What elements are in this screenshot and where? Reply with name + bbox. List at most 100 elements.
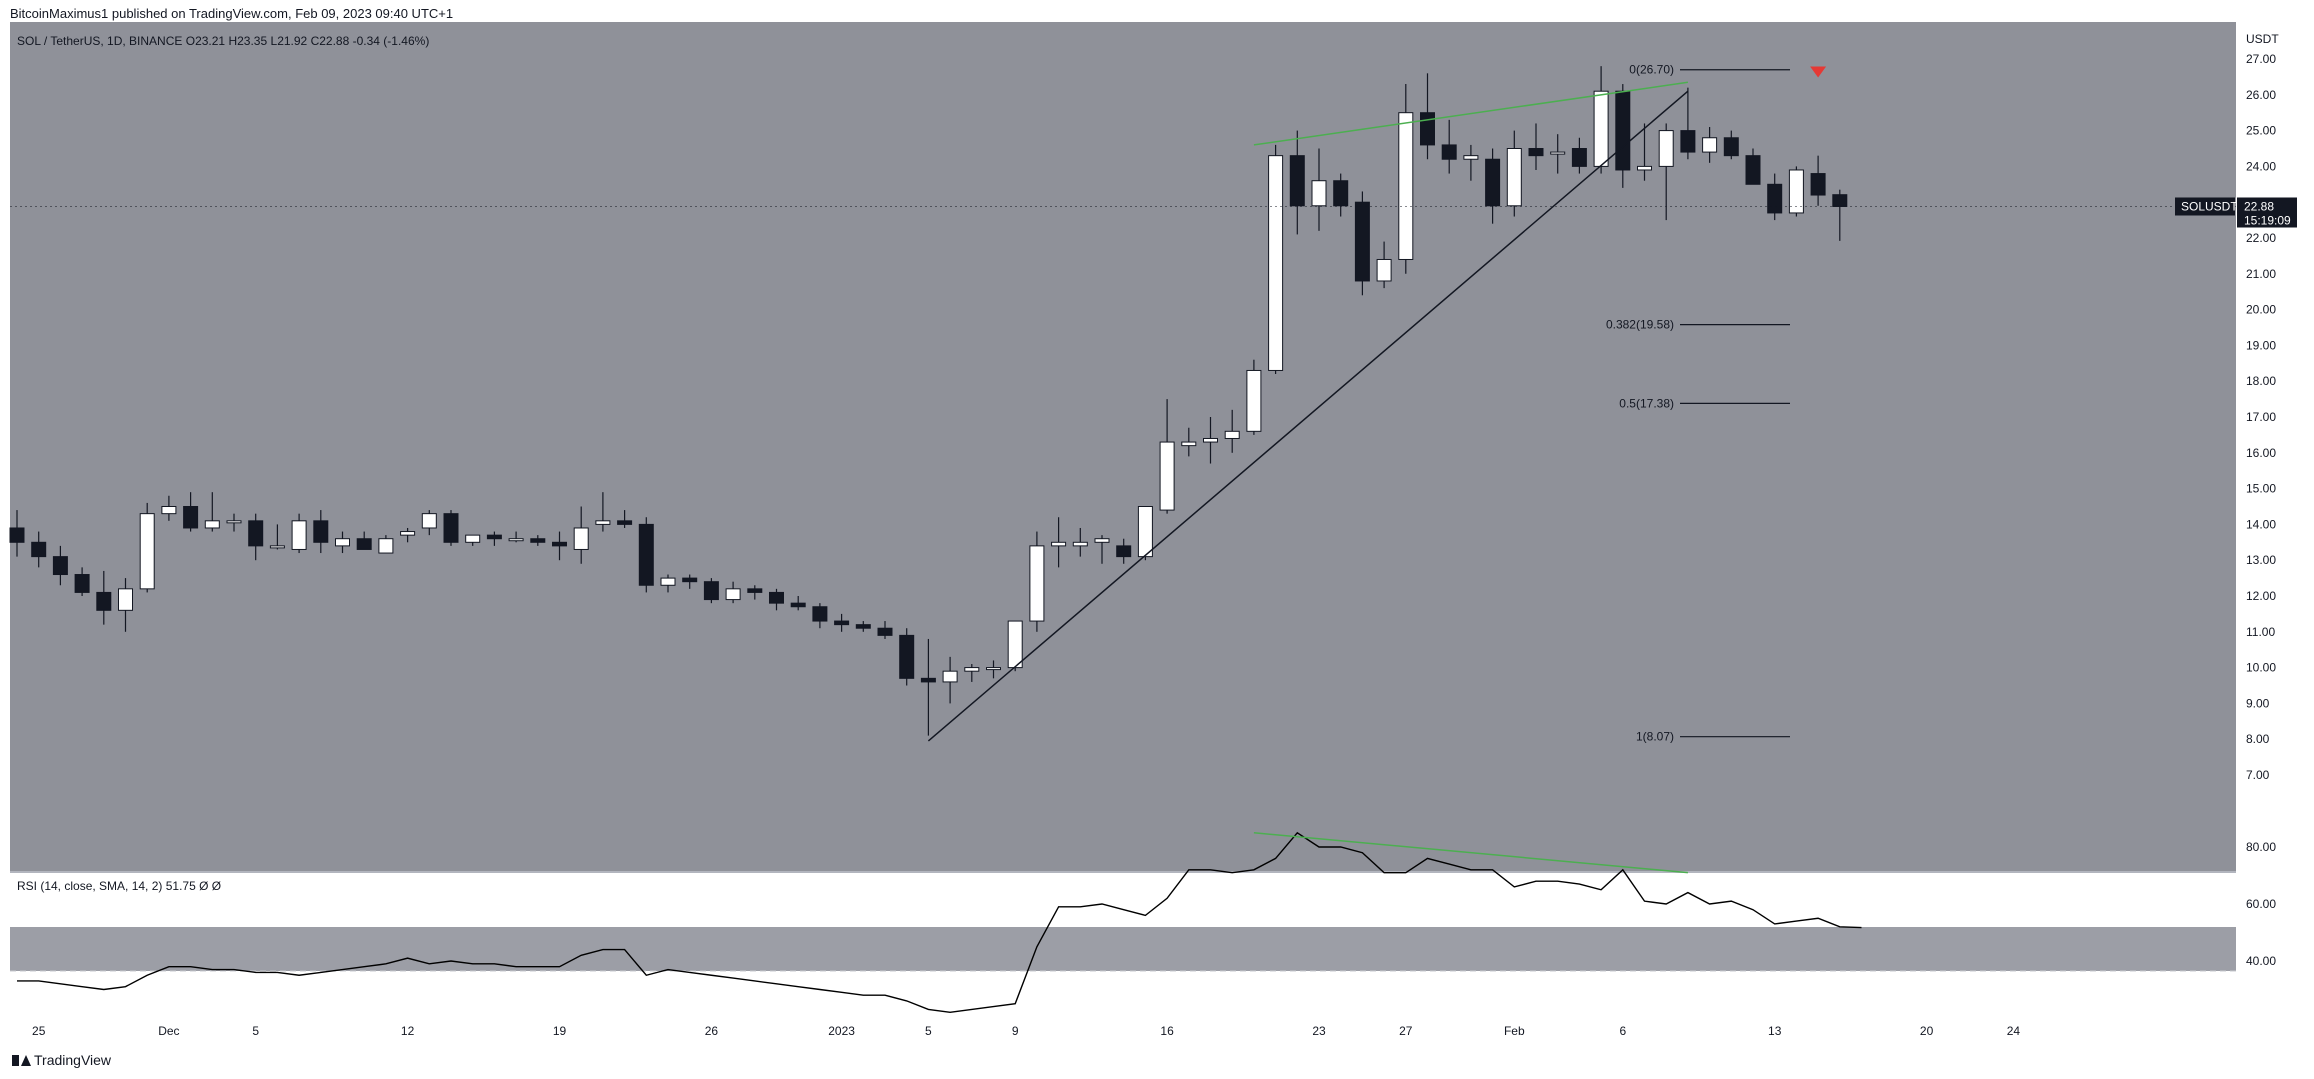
candle-body: [1072, 541, 1088, 547]
price-tick-label: 14.00: [2246, 517, 2276, 531]
price-tick-label: 16.00: [2246, 446, 2276, 460]
tradingview-logo-icon: [12, 1054, 31, 1066]
candle-body: [1333, 180, 1349, 207]
price-divergence-line[interactable]: [1253, 81, 1689, 146]
time-tick-label: 26: [705, 1024, 719, 1038]
time-tick-label: 5: [925, 1024, 932, 1038]
candle-body: [226, 520, 242, 524]
candle-body: [248, 520, 264, 547]
sell-marker-icon: [1810, 66, 1827, 78]
candle-body: [1810, 173, 1826, 196]
fib-level-label: 0.5(17.38): [1619, 396, 1674, 410]
price-axis-bg[interactable]: [2236, 22, 2314, 873]
time-tick-label: 6: [1619, 1024, 1626, 1038]
candle-body: [1203, 437, 1218, 443]
candle-body: [1094, 538, 1110, 543]
candle-body: [1007, 620, 1023, 669]
price-tick-label: 24.00: [2246, 159, 2276, 173]
time-tick-label: 12: [401, 1024, 415, 1038]
candle-body: [1528, 148, 1544, 157]
fib-level-label: 1(8.07): [1636, 730, 1674, 744]
candle-body: [1441, 144, 1457, 160]
candle-body: [573, 527, 589, 550]
candle-body: [183, 506, 199, 529]
last-price-label: 22.88: [2244, 199, 2274, 213]
candle-body: [378, 538, 394, 554]
candle-body: [812, 606, 828, 622]
candle-body: [1051, 541, 1067, 547]
rsi-tick-label: 40.00: [2246, 954, 2276, 968]
candle-body: [617, 520, 633, 525]
price-tick-label: 26.00: [2246, 88, 2276, 102]
candle-body: [1637, 165, 1652, 171]
candle-body: [703, 581, 719, 601]
time-tick-label: 25: [32, 1024, 46, 1038]
price-tick-label: 7.00: [2246, 768, 2270, 782]
price-tick-label: 12.00: [2246, 589, 2276, 603]
candle-body: [1506, 148, 1522, 207]
candle-body: [1398, 112, 1414, 260]
time-tick-label: Dec: [158, 1024, 179, 1038]
price-tick-label: 25.00: [2246, 124, 2276, 138]
chart-pane-bg: [10, 22, 2236, 873]
candle-body: [834, 620, 850, 626]
time-tick-label: 23: [1312, 1024, 1326, 1038]
candle-body: [443, 513, 459, 543]
candle-body: [465, 534, 481, 543]
candle-body: [1745, 155, 1761, 185]
candle-body: [769, 591, 784, 604]
candle-body: [1224, 430, 1240, 439]
rsi-tick-label: 60.00: [2246, 897, 2276, 911]
footer-brand: TradingView: [12, 1052, 111, 1068]
time-tick-label: 16: [1160, 1024, 1174, 1038]
candle-body: [660, 577, 676, 586]
rsi-line: [17, 831, 1862, 1014]
candle-body: [1246, 369, 1262, 432]
rsi-divergence-line[interactable]: [1253, 832, 1688, 874]
candle-body: [356, 538, 372, 550]
candle-body: [1268, 155, 1284, 371]
ascending-trendline[interactable]: [927, 90, 1689, 742]
candle-body: [335, 538, 350, 547]
fib-level-label: 0.382(19.58): [1606, 318, 1674, 332]
candle-body: [1680, 130, 1696, 153]
price-tick-label: 10.00: [2246, 661, 2276, 675]
candle-body: [118, 588, 133, 611]
time-tick-label: 27: [1399, 1024, 1413, 1038]
symbol-legend[interactable]: SOL / TetherUS, 1D, BINANCE O23.21 H23.3…: [17, 34, 429, 48]
candle-body: [595, 520, 611, 525]
candle-body: [790, 602, 806, 608]
price-tick-label: 22.00: [2246, 231, 2276, 245]
candle-body: [291, 520, 307, 550]
candle-body: [552, 541, 567, 547]
candle-body: [96, 591, 112, 611]
candle-body: [855, 624, 871, 629]
time-tick-label: 2023: [828, 1024, 855, 1038]
rsi-legend[interactable]: RSI (14, close, SMA, 14, 2) 51.75 Ø Ø: [17, 879, 221, 893]
candle-body: [1463, 155, 1479, 160]
candle-body: [942, 670, 958, 683]
candle-body: [920, 677, 936, 683]
candle-body: [1615, 90, 1631, 171]
price-tick-label: 13.00: [2246, 553, 2276, 567]
time-tick-label: 9: [1012, 1024, 1019, 1038]
candle-body: [964, 667, 980, 672]
candle-body: [400, 531, 416, 536]
rsi-tick-label: 80.00: [2246, 840, 2276, 854]
price-tick-label: 9.00: [2246, 696, 2270, 710]
candle-body: [1571, 148, 1587, 167]
candle-body: [421, 513, 437, 529]
fib-level-label: 0(26.70): [1629, 63, 1674, 77]
countdown-label: 15:19:09: [2244, 213, 2291, 227]
time-tick-label: 20: [1920, 1024, 1934, 1038]
last-price-tag: [2237, 197, 2297, 228]
candle-body: [1289, 155, 1305, 207]
publisher-header: BitcoinMaximus1 published on TradingView…: [10, 6, 454, 21]
candle-body: [1767, 183, 1783, 214]
candle-body: [530, 538, 546, 543]
price-tick-label: 19.00: [2246, 338, 2276, 352]
candle-body: [1593, 90, 1609, 167]
candle-body: [1485, 158, 1501, 207]
candle-body: [877, 627, 893, 636]
